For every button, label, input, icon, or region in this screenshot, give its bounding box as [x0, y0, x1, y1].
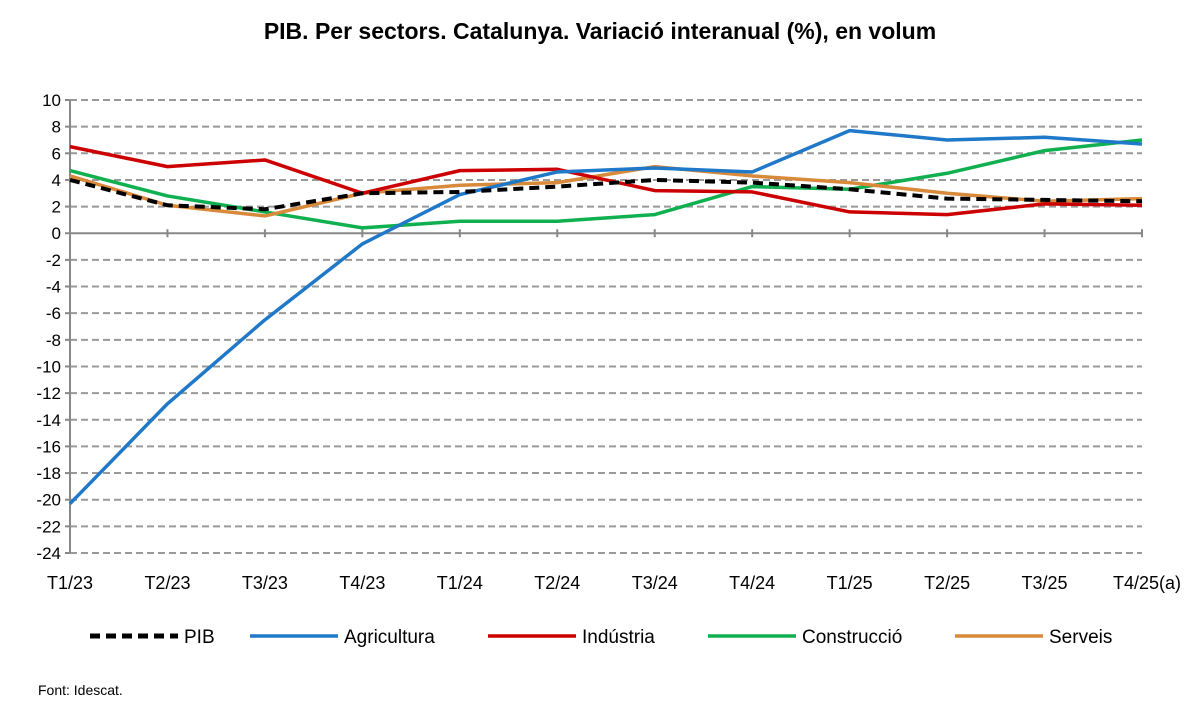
x-tick-label: T3/23: [242, 573, 288, 593]
y-tick-label: -6: [46, 304, 61, 323]
x-tick-label: T1/23: [47, 573, 93, 593]
series-line-serveis: [69, 164, 1143, 218]
series-line-pib: [69, 177, 1143, 212]
y-tick-label: -12: [36, 384, 61, 403]
x-tick-label: T1/25: [827, 573, 873, 593]
chart-title: PIB. Per sectors. Catalunya. Variació in…: [263, 18, 937, 44]
x-tick-label: T1/24: [437, 573, 483, 593]
y-tick-label: 8: [52, 118, 61, 137]
x-tick-label: T2/23: [144, 573, 190, 593]
series-line-agricultura: [68, 128, 1143, 505]
x-tick-label: T4/24: [729, 573, 775, 593]
legend-label: Construcció: [802, 627, 902, 648]
y-tick-label: 4: [52, 171, 61, 190]
y-tick-label: -24: [36, 544, 61, 563]
x-tick-label: T3/24: [632, 573, 678, 593]
y-tick-label: -4: [46, 278, 61, 297]
y-tick-label: 0: [52, 224, 61, 243]
y-tick-label: -20: [36, 491, 61, 510]
y-tick-label: -14: [36, 411, 61, 430]
y-tick-label: -2: [46, 251, 61, 270]
x-tick-label: T2/24: [534, 573, 580, 593]
y-tick-label: -22: [36, 517, 61, 536]
source-note: Font: Idescat.: [38, 682, 123, 698]
legend-label: Agricultura: [344, 627, 435, 648]
y-tick-label: -8: [46, 331, 61, 350]
y-tick-label: 2: [52, 198, 61, 217]
legend-label: Indústria: [582, 627, 655, 648]
x-tick-label: T3/25: [1022, 573, 1068, 593]
y-tick-label: 10: [42, 91, 61, 110]
y-tick-label: 6: [52, 144, 61, 163]
y-tick-label: -18: [36, 464, 61, 483]
y-tick-label: -10: [36, 357, 61, 376]
series-line-indústria: [69, 144, 1143, 217]
legend-label: Serveis: [1049, 627, 1112, 648]
legend-label: PIB: [184, 627, 215, 648]
x-tick-label: T4/23: [339, 573, 385, 593]
x-tick-label: T4/25(a): [1113, 573, 1181, 593]
x-tick-label: T2/25: [924, 573, 970, 593]
y-tick-label: -16: [36, 437, 61, 456]
